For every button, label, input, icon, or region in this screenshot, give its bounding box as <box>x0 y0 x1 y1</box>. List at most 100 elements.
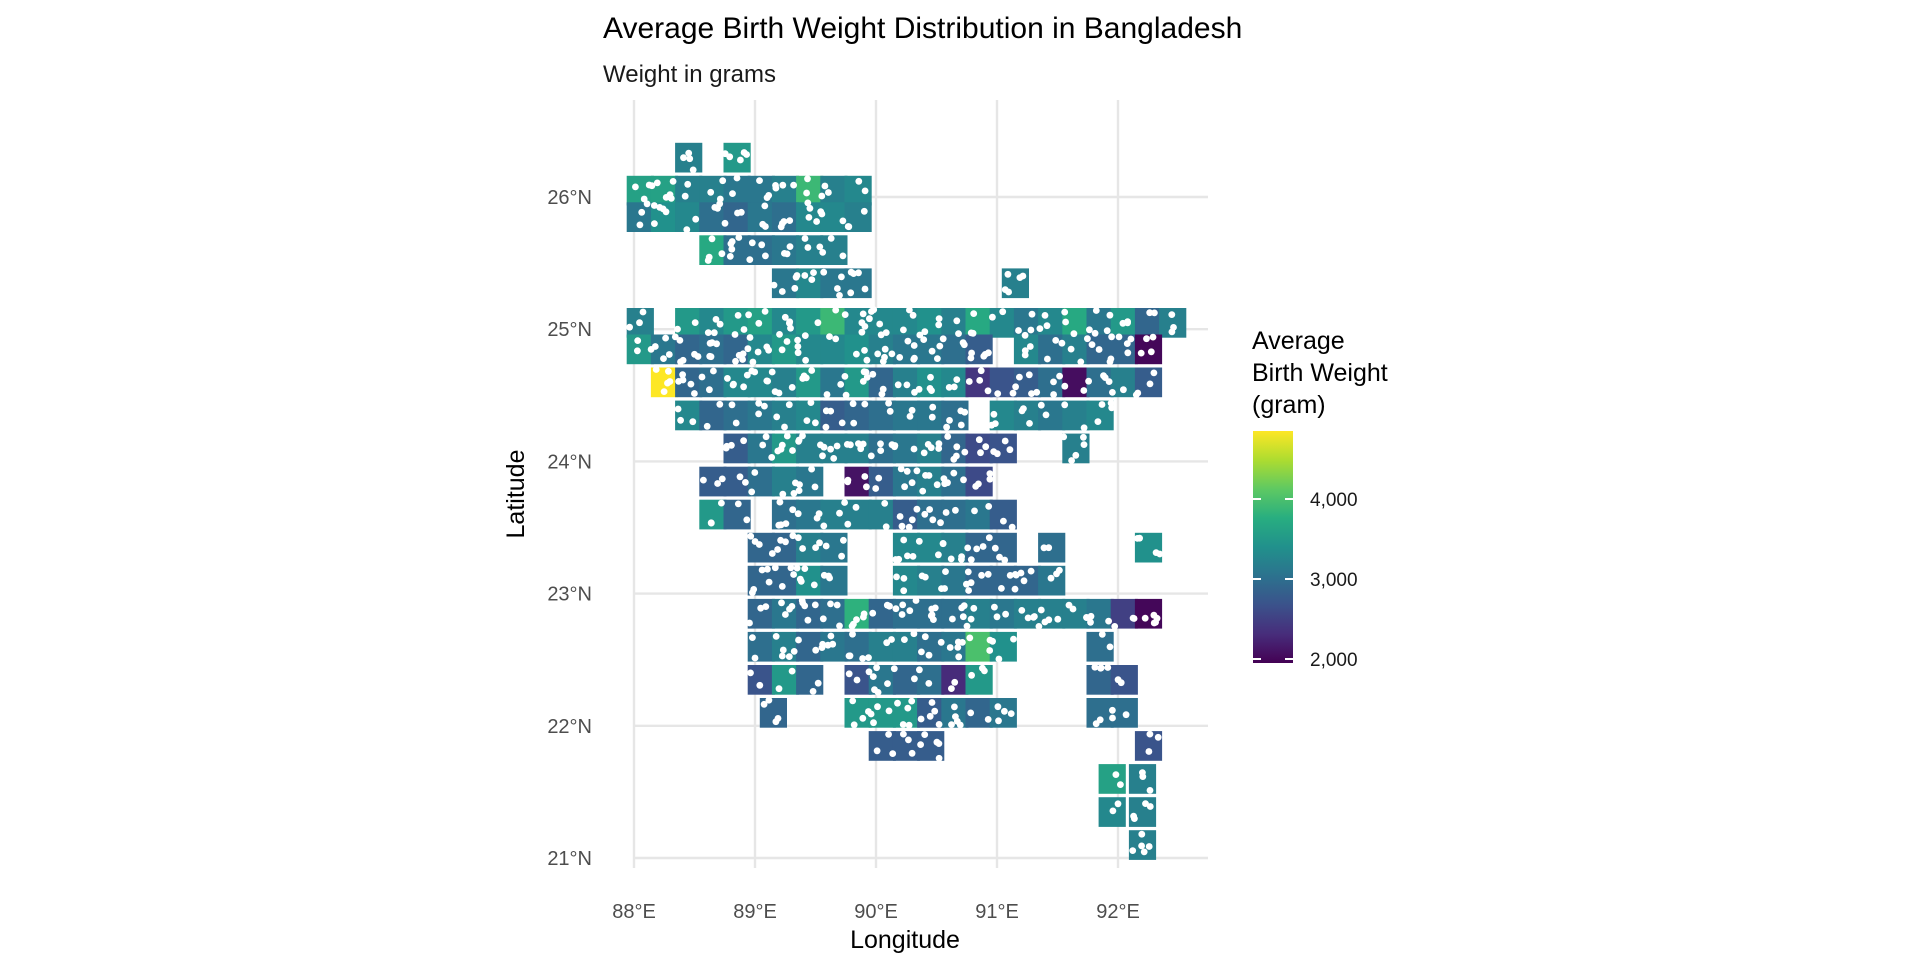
observation-point <box>1149 333 1157 341</box>
observation-point <box>811 601 819 609</box>
observation-point <box>786 217 794 225</box>
observation-point <box>899 721 907 728</box>
observation-point <box>922 472 929 479</box>
observation-point <box>761 402 768 410</box>
observation-point <box>841 373 849 380</box>
observation-point <box>749 634 756 641</box>
observation-point <box>885 731 892 738</box>
observation-point <box>927 373 934 381</box>
observation-point <box>809 688 817 695</box>
observation-point <box>788 603 796 610</box>
observation-point <box>954 644 962 651</box>
observation-point <box>781 423 788 431</box>
observation-point <box>892 605 900 613</box>
observation-point <box>804 616 812 624</box>
observation-point <box>760 700 768 708</box>
observation-point <box>965 378 973 385</box>
observation-point <box>1004 270 1012 278</box>
observation-point <box>794 336 801 344</box>
observation-point <box>756 681 764 689</box>
observation-point <box>1019 272 1027 280</box>
observation-point <box>904 704 912 712</box>
observation-point <box>1050 378 1057 386</box>
observation-point <box>896 513 904 520</box>
observation-point <box>1109 706 1116 714</box>
observation-point <box>791 284 799 292</box>
observation-point <box>861 400 869 408</box>
observation-point <box>921 633 929 641</box>
observation-point <box>935 445 943 452</box>
observation-point <box>973 545 981 553</box>
observation-point <box>1105 378 1113 385</box>
heatmap-cell <box>868 400 896 431</box>
observation-point <box>822 407 830 415</box>
observation-point <box>844 520 852 528</box>
observation-point <box>756 177 763 185</box>
observation-point <box>1122 711 1130 719</box>
observation-point <box>765 578 773 586</box>
observation-point <box>704 329 712 336</box>
observation-point <box>984 387 992 395</box>
observation-point <box>877 440 884 448</box>
observation-point <box>728 401 736 409</box>
observation-point <box>743 516 751 524</box>
observation-point <box>764 565 771 573</box>
chart-subtitle: Weight in grams <box>603 61 776 88</box>
observation-point <box>1104 664 1112 671</box>
observation-point <box>1138 830 1146 838</box>
observation-point <box>853 676 861 684</box>
observation-point <box>826 333 833 340</box>
observation-point <box>921 731 929 738</box>
observation-point <box>1036 325 1044 332</box>
observation-point <box>867 710 875 718</box>
observation-point <box>820 443 828 451</box>
observation-point <box>949 615 956 623</box>
observation-point <box>916 666 923 674</box>
observation-point <box>948 685 955 692</box>
observation-point <box>986 470 994 477</box>
observation-point <box>967 709 975 717</box>
observation-point <box>910 356 918 363</box>
observation-point <box>970 604 978 612</box>
observation-point <box>975 480 982 488</box>
observation-point <box>1107 355 1115 363</box>
observation-point <box>1040 544 1048 552</box>
observation-point <box>759 220 767 228</box>
observation-point <box>967 615 975 623</box>
observation-point <box>765 192 773 199</box>
observation-point <box>958 553 965 560</box>
observation-point <box>989 313 996 321</box>
observation-point <box>1001 437 1009 445</box>
heatmap-cell <box>626 175 654 206</box>
observation-point <box>944 433 952 440</box>
heatmap-cell <box>892 731 921 761</box>
observation-point <box>942 568 949 575</box>
observation-point <box>881 345 889 353</box>
observation-point <box>829 640 837 648</box>
observation-point <box>838 552 845 560</box>
observation-point <box>827 632 835 640</box>
observation-point <box>1007 710 1015 717</box>
observation-point <box>660 388 668 395</box>
observation-point <box>849 400 857 408</box>
observation-point <box>1012 571 1020 579</box>
observation-point <box>794 510 802 518</box>
observation-point <box>1025 371 1033 379</box>
observation-point <box>662 194 670 201</box>
observation-point <box>801 565 809 572</box>
legend-tick-label: 3,000 <box>1310 570 1358 591</box>
observation-point <box>908 406 916 414</box>
observation-point <box>1030 613 1037 621</box>
observation-point <box>651 343 659 350</box>
observation-point <box>708 235 716 243</box>
observation-point <box>1140 848 1148 856</box>
observation-point <box>937 638 945 646</box>
observation-point <box>751 368 759 376</box>
observation-point <box>982 443 990 451</box>
observation-point <box>905 736 912 744</box>
observation-point <box>921 328 929 336</box>
observation-point <box>707 519 715 527</box>
observation-point <box>873 664 880 672</box>
observation-point <box>996 553 1003 561</box>
